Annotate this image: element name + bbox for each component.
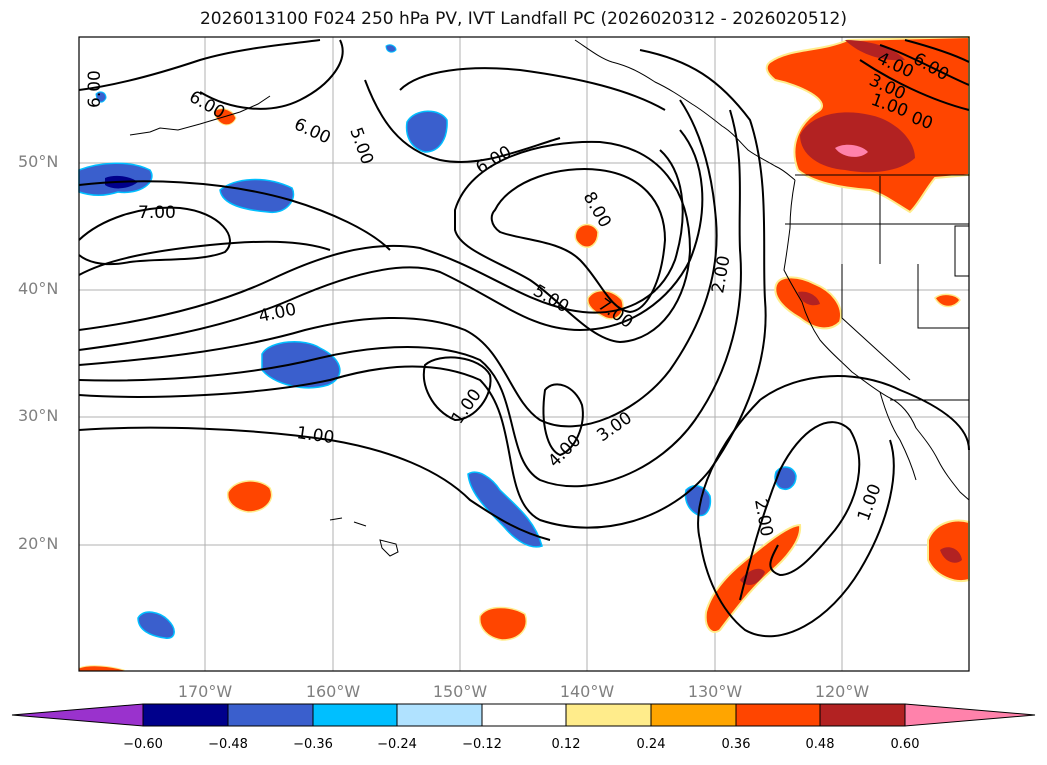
contour-ridge-outer [78,49,767,529]
neg-blob-131w [684,485,712,517]
contour-ridge-5 [78,149,684,331]
colorbar-tick-label: −0.36 [293,737,333,752]
neg-blob-155w [405,110,448,153]
colorbar-tick-label: −0.12 [462,737,502,752]
pv-contours [78,39,970,638]
contour-closed-4 [542,383,584,457]
colorbar [11,703,1036,727]
shaded-field [78,35,970,672]
contour-low-1 [699,439,895,638]
contour-label: 7.00 [138,203,176,223]
aleutians [129,95,271,136]
lat-label: 20°N [18,534,59,553]
colorbar-bin [481,703,567,727]
pos-core-ne [845,40,905,61]
colorbar-bin [142,703,229,727]
pos-core-mexico [940,547,962,563]
lat-label: 30°N [18,406,59,425]
colorbar-bin [735,703,821,727]
pos-blob-nevada [934,293,961,308]
contour-1-big [78,426,551,541]
contour-ne-1 [859,59,970,111]
contour-ridge-4 [78,129,704,351]
contour-north-5 [364,79,561,163]
map-frame [78,36,970,672]
lon-label: 160°W [305,682,361,701]
pos-blob-141w [574,223,599,248]
colorbar-bin [650,703,737,727]
colorbar-tick-label: 0.48 [805,737,835,752]
lon-label: 120°W [814,682,870,701]
colorbar-tick-label: −0.24 [377,737,417,752]
colorbar-tick-label: 0.36 [721,737,751,752]
neg-blob-156w [385,44,397,53]
pos-core-ca [798,291,820,306]
neg-blob-176w [95,91,107,103]
contour-west-7 [78,206,231,266]
neg-blob-125w [774,466,797,490]
contour-ridge-3 [78,99,718,428]
colorbar-bin [819,703,906,727]
west-coast [783,179,970,501]
colorbar-tick-label: −0.48 [208,737,248,752]
contour-north-6 [399,67,666,111]
contour-west-outer [78,240,331,276]
colorbar-bin [565,703,652,727]
colorbar-bin [227,703,314,727]
alaska-coast [574,39,796,181]
contour-low-outer [697,375,970,541]
pos-blob-166w [227,480,273,513]
colorbar-tick-label: 0.60 [890,737,920,752]
hawaii-islands [329,517,399,557]
contour-ne-3 [879,44,970,86]
lat-label: 40°N [18,279,59,298]
contour-west-6 [78,180,391,251]
neg-blob-173w [137,611,175,639]
colorbar-tick-label: 0.24 [636,737,666,752]
colorbar-under [11,703,144,727]
contour-ridge-2 [78,109,742,488]
pos-core-pnw [800,112,915,173]
lon-label: 170°W [177,682,233,701]
contour-ne-4 [904,39,970,63]
pos-max-pnw [835,144,868,157]
contour-nw-6 [199,39,344,110]
contour-nw-loop [78,39,321,91]
map-title: 2026013100 F024 250 hPa PV, IVT Landfall… [199,9,847,29]
lon-label: 140°W [559,682,615,701]
contour-low-2 [739,421,861,601]
contour-closed-8 [490,168,667,314]
contour-label: 6.00 [85,70,105,108]
pos-blob-146w [479,606,527,641]
state-border-ca [841,264,911,381]
lon-label: 130°W [687,682,743,701]
contour-closed-1 [422,356,492,422]
baja-coast [879,391,917,481]
lat-label: 50°N [18,152,59,171]
contour-closed-7 [454,140,692,344]
lon-label: 150°W [432,682,488,701]
colorbar-tick-label: −0.60 [123,737,163,752]
colorbar-bin [312,703,398,727]
coastlines [129,39,970,557]
neg-blob-162w [261,341,341,389]
state-border-nv [917,264,969,329]
colorbar-tick-label: 0.12 [551,737,581,752]
colorbar-over [904,703,1036,727]
colorbar-bin [396,703,483,727]
pos-core-sw-baja [740,568,765,586]
